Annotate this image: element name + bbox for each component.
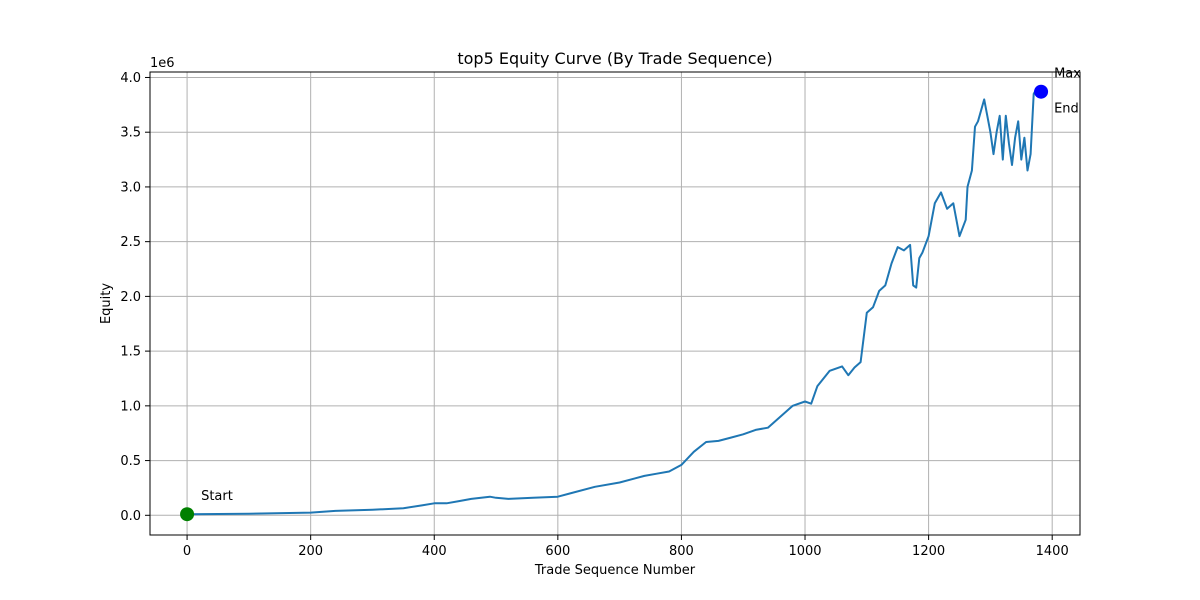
x-tick-label: 0 (183, 544, 191, 559)
x-axis-label: Trade Sequence Number (534, 563, 696, 578)
y-tick-label: 1.0 (120, 399, 141, 414)
x-tick-label: 400 (422, 544, 447, 559)
y-tick-label: 2.5 (120, 235, 141, 250)
x-tick-label: 200 (298, 544, 323, 559)
y-tick-label: 3.5 (120, 126, 141, 141)
marker-layer (180, 84, 1049, 522)
annotation-max: Max (1054, 67, 1081, 82)
grid (150, 72, 1080, 535)
y-tick-label: 2.0 (120, 290, 141, 305)
x-tick-label: 1200 (912, 544, 945, 559)
chart-title: top5 Equity Curve (By Trade Sequence) (457, 49, 772, 68)
plot-frame (149, 71, 1081, 536)
y-tick-label: 4.0 (120, 71, 141, 86)
series-layer (186, 90, 1043, 516)
y-tick-label: 0.5 (120, 454, 141, 469)
y-axis-label: Equity (99, 283, 114, 324)
y-tick-label: 1.5 (120, 345, 141, 360)
equity-series-line (186, 90, 1043, 516)
annotation-end: End (1054, 102, 1079, 117)
y-axis-offset-label: 1e6 (150, 56, 175, 71)
x-tick-label: 600 (545, 544, 570, 559)
end-marker (1035, 85, 1048, 98)
start-marker (180, 507, 195, 522)
y-tick-label: 0.0 (120, 509, 141, 524)
ticks: 0 200 400 600 800 1000 1200 1400 0.0 0.5 1.0 1.5 2.0… (120, 71, 1068, 559)
x-tick-label: 800 (669, 544, 694, 559)
x-tick-label: 1400 (1036, 544, 1069, 559)
y-tick-label: 3.0 (120, 180, 141, 195)
annotation-start: Start (201, 489, 233, 504)
x-tick-label: 1000 (788, 544, 821, 559)
